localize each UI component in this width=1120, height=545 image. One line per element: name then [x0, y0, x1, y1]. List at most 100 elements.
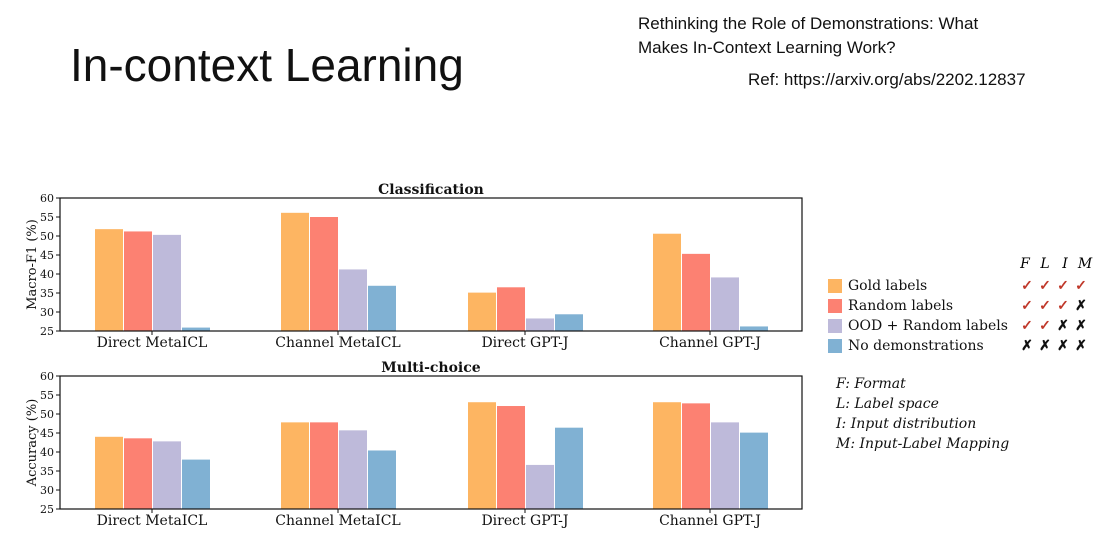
classification-plot-frame [59, 197, 803, 332]
multi-choice-bar [339, 430, 367, 509]
multi-choice-bar [95, 436, 123, 509]
classification-bar [497, 287, 525, 331]
classification-bar [124, 231, 152, 331]
check-icon: ✓ [1021, 318, 1033, 334]
multi-choice-y-tick-label: 25 [40, 503, 54, 516]
classification-chart-title: Classification [378, 182, 484, 198]
classification-x-tick-label: Direct MetaICL [97, 335, 208, 351]
classification-bar [281, 212, 309, 331]
legend-swatch [828, 339, 842, 353]
check-icon: ✓ [1057, 298, 1069, 314]
paper-title: Rethinking the Role of Demonstrations: W… [638, 14, 979, 57]
multi-choice-bar [124, 438, 152, 509]
legend-item: OOD + Random labels ✓ ✓ ✗ ✗ [828, 316, 1090, 336]
legend-header-i: I [1062, 256, 1068, 272]
classification-bar [368, 285, 396, 331]
multi-choice-x-tick-label: Direct MetaICL [97, 513, 208, 529]
multi-choice-y-tick-label: 30 [40, 484, 54, 497]
classification-bar [526, 318, 554, 331]
classification-y-tick-label: 45 [40, 249, 54, 262]
legend-header-m: M [1077, 256, 1093, 272]
classification-x-tick-label: Direct GPT-J [481, 335, 568, 351]
legend-label: Gold labels [848, 278, 928, 294]
classification-bar [653, 233, 681, 331]
multi-choice-bar [368, 450, 396, 509]
classification-bar [711, 277, 739, 331]
classification-y-axis-label: Macro-F1 (%) [25, 219, 40, 310]
legend-marks: ✓ ✓ ✓ ✗ [1018, 298, 1090, 314]
key-label-space: L: Label space [836, 396, 939, 412]
multi-choice-bar [281, 422, 309, 509]
check-icon: ✓ [1021, 278, 1033, 294]
classification-bar [339, 269, 367, 331]
legend-swatch [828, 299, 842, 313]
classification-bar [310, 217, 338, 331]
classification-bar [95, 229, 123, 331]
legend-label: Random labels [848, 298, 954, 314]
multi-choice-bar [153, 441, 181, 509]
multi-choice-y-tick-label: 40 [40, 446, 54, 459]
multi-choice-x-tick-label: Channel MetaICL [275, 513, 400, 529]
cross-icon: ✗ [1075, 298, 1087, 314]
multi-choice-y-tick-label: 55 [40, 389, 54, 402]
multi-choice-bar [653, 402, 681, 509]
key-input-distribution: I: Input distribution [836, 416, 977, 432]
chart-legend: Gold labels ✓ ✓ ✓ ✓ Random labels ✓ ✓ ✓ ✗ OOD + Ra… [828, 276, 1090, 356]
cross-icon: ✗ [1075, 338, 1087, 354]
legend-key: F: Format L: Label space I: Input distri… [836, 374, 1009, 454]
check-icon: ✓ [1039, 278, 1051, 294]
classification-bar [555, 314, 583, 331]
multi-choice-x-tick-label: Channel GPT-J [659, 513, 761, 529]
multi-choice-bar [711, 422, 739, 509]
classification-bar [182, 327, 210, 331]
legend-item: No demonstrations ✗ ✗ ✗ ✗ [828, 336, 1090, 356]
reference-link[interactable]: Ref: https://arxiv.org/abs/2202.12837 [748, 70, 1026, 89]
multi-choice-y-tick-label: 60 [40, 370, 54, 383]
check-icon: ✓ [1039, 298, 1051, 314]
multi-choice-bar [468, 402, 496, 509]
cross-icon: ✗ [1057, 318, 1069, 334]
classification-y-tick-label: 25 [40, 325, 54, 338]
multi-choice-y-tick-label: 50 [40, 408, 54, 421]
multi-choice-bar [182, 459, 210, 509]
multi-choice-bar [682, 403, 710, 509]
legend-label: No demonstrations [848, 338, 984, 354]
key-input-label-mapping: M: Input-Label Mapping [836, 436, 1010, 452]
multi-choice-plot-frame [59, 375, 803, 510]
legend-header: F L I M [1015, 256, 1095, 272]
classification-x-tick-label: Channel MetaICL [275, 335, 400, 351]
legend-swatch [828, 319, 842, 333]
classification-bar [153, 234, 181, 331]
legend-marks: ✓ ✓ ✗ ✗ [1018, 318, 1090, 334]
classification-y-tick-label: 50 [40, 230, 54, 243]
legend-header-f: F [1020, 256, 1030, 272]
classification-y-tick-label: 30 [40, 306, 54, 319]
multi-choice-bar [740, 432, 768, 509]
multi-choice-bar [497, 406, 525, 509]
legend-marks: ✗ ✗ ✗ ✗ [1018, 338, 1090, 354]
check-icon: ✓ [1075, 278, 1087, 294]
check-icon: ✓ [1021, 298, 1033, 314]
legend-label: OOD + Random labels [848, 318, 1008, 334]
classification-y-tick-label: 60 [40, 192, 54, 205]
multi-choice-y-tick-label: 45 [40, 427, 54, 440]
classification-y-tick-label: 40 [40, 268, 54, 281]
legend-item: Gold labels ✓ ✓ ✓ ✓ [828, 276, 1090, 296]
multi-choice-y-axis-label: Accuracy (%) [25, 399, 40, 488]
legend-header-l: L [1040, 256, 1050, 272]
multi-choice-bar [310, 422, 338, 509]
check-icon: ✓ [1039, 318, 1051, 334]
multi-choice-chart-title: Multi-choice [381, 360, 480, 376]
cross-icon: ✗ [1075, 318, 1087, 334]
multi-choice-y-tick-label: 35 [40, 465, 54, 478]
key-format: F: Format [836, 376, 906, 392]
classification-bar [682, 253, 710, 331]
multi-choice-x-tick-label: Direct GPT-J [481, 513, 568, 529]
classification-x-tick-label: Channel GPT-J [659, 335, 761, 351]
classification-bar [740, 326, 768, 331]
slide-title: In-context Learning [70, 39, 464, 91]
classification-bar [468, 292, 496, 331]
cross-icon: ✗ [1021, 338, 1033, 354]
classification-y-tick-label: 35 [40, 287, 54, 300]
